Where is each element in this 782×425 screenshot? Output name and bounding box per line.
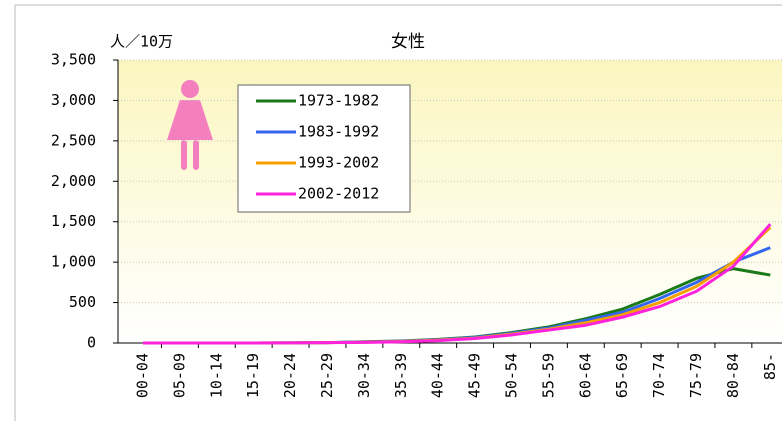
legend-label: 1993-2002 <box>298 154 379 172</box>
y-tick-label: 500 <box>69 293 96 311</box>
x-tick-label: 60-64 <box>576 353 594 398</box>
legend-label: 1983-1992 <box>298 123 379 141</box>
y-tick-label: 3,000 <box>51 91 96 109</box>
y-tick-label: 3,500 <box>51 51 96 69</box>
x-tick-label: 55-59 <box>539 353 557 398</box>
x-tick-label: 35-39 <box>392 353 410 398</box>
y-tick-label: 2,000 <box>51 172 96 190</box>
woman-icon <box>167 80 213 170</box>
x-tick-label: 80-84 <box>724 353 742 398</box>
x-tick-label: 45-49 <box>466 353 484 398</box>
legend-label: 2002-2012 <box>298 185 379 203</box>
y-tick-label: 1,500 <box>51 212 96 230</box>
y-axis-label: 人／10万 <box>110 33 173 51</box>
x-tick-label: 20-24 <box>281 353 299 398</box>
x-tick-label: 40-44 <box>429 353 447 398</box>
series-line <box>143 223 772 345</box>
x-tick-label: 25-29 <box>318 353 336 398</box>
legend-label: 1973-1982 <box>298 92 379 110</box>
x-tick-label: 10-14 <box>207 353 225 398</box>
x-tick-label: 70-74 <box>650 353 668 398</box>
y-tick-label: 2,500 <box>51 131 96 149</box>
x-tick-label: 50-54 <box>503 353 521 398</box>
x-tick-label: 05-09 <box>170 353 188 398</box>
legend: 1973-1982 1983-1992 1993-2002 2002-2012 <box>237 84 411 213</box>
x-tick-label: 65-69 <box>613 353 631 398</box>
x-tick-label: 85- <box>761 353 779 380</box>
legend-box <box>237 84 411 213</box>
x-tick-label: 30-34 <box>355 353 373 398</box>
x-tick-label: 75-79 <box>687 353 705 398</box>
chart-title: 女性 <box>391 32 425 52</box>
x-tick-label: 15-19 <box>244 353 262 398</box>
y-tick-label: 0 <box>87 334 96 352</box>
plot-area <box>118 60 782 343</box>
y-tick-label: 1,000 <box>51 253 96 271</box>
x-tick-label: 00-04 <box>134 353 152 398</box>
